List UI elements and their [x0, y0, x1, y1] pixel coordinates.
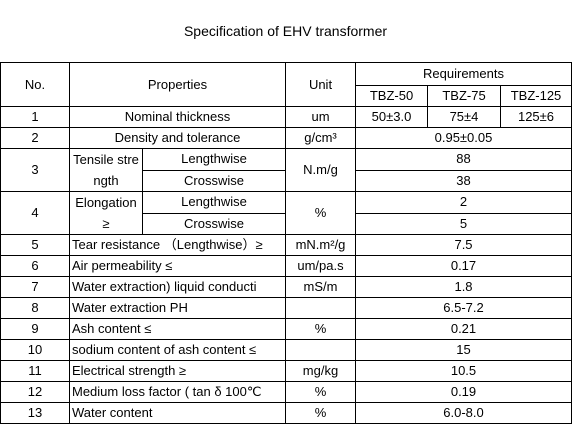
table-row: 12 Medium loss factor ( tan δ 100℃% 0.19 [0, 381, 573, 403]
value: 0.21 [354, 318, 573, 340]
row-no: 7 [0, 276, 70, 298]
row-no: 12 [0, 381, 70, 403]
table-row: 5 Tear resistance （Lengthwise）≥ mN.m²/g 7.5 [0, 234, 573, 256]
row-no: 5 [0, 234, 70, 256]
unit: % [285, 381, 356, 403]
value: 38 [354, 169, 573, 192]
property: Density and tolerance [69, 127, 286, 149]
unit: mN.m²/g [285, 234, 356, 256]
value: 6.0-8.0 [354, 402, 573, 424]
value: 1.8 [354, 276, 573, 298]
value: 50±3.0 [355, 106, 428, 128]
unit: um [285, 106, 356, 128]
value: 15 [354, 339, 573, 361]
table-row: 9 Ash content ≤% 0.21 [0, 318, 573, 340]
spec-table: No. Properties Unit Requirements TBZ-50 TBZ-7… [0, 62, 573, 424]
property: Air permeability ≤ [69, 255, 286, 277]
property: Water extraction) liquid conducti [69, 276, 286, 298]
header-grade: TBZ-75 [427, 85, 501, 107]
header-properties: Properties [69, 62, 286, 107]
table-row: 8 Water extraction PH 6.5-7.2 [0, 297, 573, 319]
unit: N.m/g [285, 148, 356, 192]
row-no: 1 [0, 106, 70, 128]
row-no: 11 [0, 360, 70, 382]
header-no: No. [0, 62, 70, 107]
table-row: 1 Nominal thickness um 50±3.0 75±4 125±6 [0, 106, 573, 128]
table-row: No. Properties Unit Requirements [0, 62, 573, 107]
property: Medium loss factor ( tan δ 100℃ [69, 381, 286, 403]
row-no: 6 [0, 255, 70, 277]
row-no: 13 [0, 402, 70, 424]
table-row: 4 Elongation ≥ Lengthwise% 2 [0, 191, 573, 235]
row-no: 2 [0, 127, 70, 149]
unit: um/pa.s [285, 255, 356, 277]
value: 0.19 [354, 381, 573, 403]
unit: g/cm³ [285, 127, 356, 149]
unit: % [285, 318, 356, 340]
table-row: 6 Air permeability ≤ um/pa.s 0.17 [0, 255, 573, 277]
property: Ash content ≤ [69, 318, 286, 340]
property: Tear resistance （Lengthwise）≥ [69, 234, 286, 256]
table-row: 13 Water content% 6.0-8.0 [0, 402, 573, 424]
table-row: 10 sodium content of ash content ≤ 15 [0, 339, 573, 361]
table-row: 3 Tensile strength Lengthwise N.m/g 88 [0, 148, 573, 192]
value: 0.17 [354, 255, 573, 277]
title: Specification of EHV transformer [183, 23, 388, 39]
property: sodium content of ash content ≤ [69, 339, 286, 361]
property: Nominal thickness [69, 106, 286, 128]
value: 125±6 [499, 106, 573, 128]
row-no: 8 [0, 297, 70, 319]
value: 88 [354, 148, 573, 171]
property: Water extraction PH [69, 297, 286, 319]
property: Elongation ≥ [69, 191, 143, 235]
unit [285, 339, 356, 361]
unit [285, 297, 356, 319]
header-grade: TBZ-125 [499, 85, 573, 107]
unit: % [285, 402, 356, 424]
value: 2 [354, 191, 573, 214]
sub-property: Crosswise [142, 212, 286, 235]
sub-property: Crosswise [142, 169, 286, 192]
header-requirements: Requirements [354, 62, 573, 86]
row-no: 3 [0, 148, 70, 192]
value: 10.5 [354, 360, 573, 382]
property: Water content [69, 402, 286, 424]
row-no: 9 [0, 318, 70, 340]
header-unit: Unit [285, 62, 356, 107]
property: Tensile strength [69, 148, 143, 192]
row-no: 4 [0, 191, 70, 235]
property: Electrical strength ≥ [69, 360, 286, 382]
value: 6.5-7.2 [354, 297, 573, 319]
sub-property: Lengthwise [142, 191, 286, 214]
table-row: 2 Density and tolerance g/cm³ 0.95±0.05 [0, 127, 573, 149]
value: 0.95±0.05 [354, 127, 573, 149]
value: 75±4 [427, 106, 501, 128]
row-no: 10 [0, 339, 70, 361]
unit: % [285, 191, 356, 235]
sub-property: Lengthwise [142, 148, 286, 171]
table-row: 11 Electrical strength ≥ mg/kg 10.5 [0, 360, 573, 382]
table-row: Crosswise 38 [1, 169, 573, 192]
table-row: 7 Water extraction) liquid conducti mS/m 1.… [0, 276, 573, 298]
unit: mS/m [285, 276, 356, 298]
header-grade: TBZ-50 [355, 85, 428, 107]
unit: mg/kg [285, 360, 356, 382]
value: 7.5 [354, 234, 573, 256]
value: 5 [354, 212, 573, 235]
